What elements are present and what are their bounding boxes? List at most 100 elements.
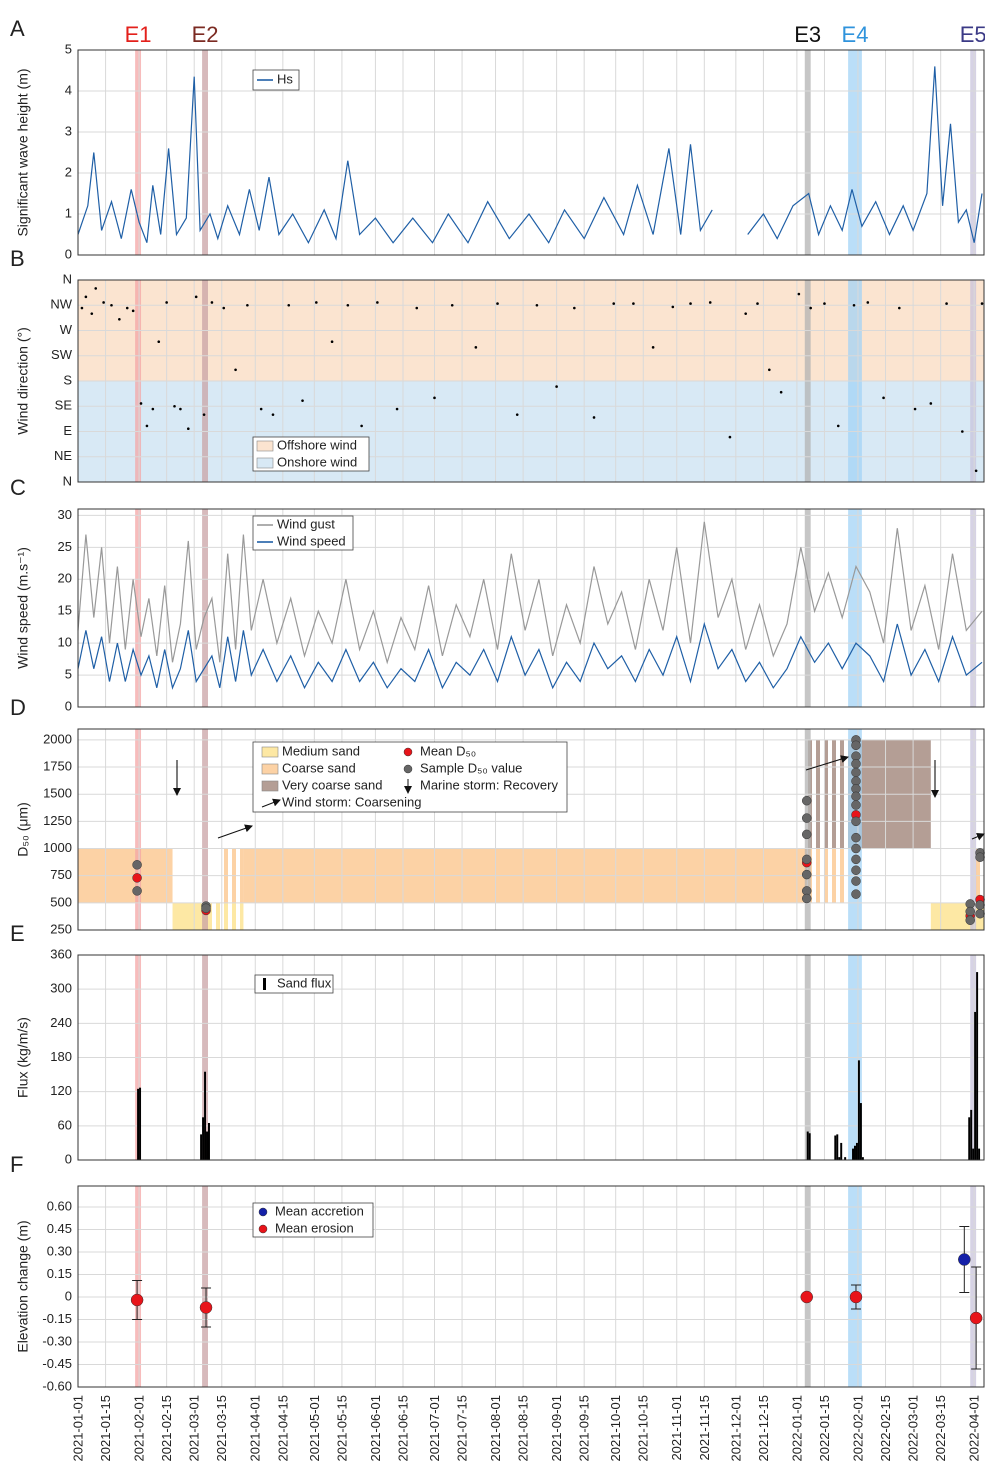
- wind-direction-point: [651, 346, 655, 349]
- flux-bar: [861, 1157, 864, 1160]
- event-band: [804, 509, 811, 707]
- y-tick-label: 1250: [43, 813, 72, 828]
- wind-direction-point: [852, 303, 856, 307]
- flux-bar: [200, 1134, 203, 1160]
- legend-label: Medium sand: [282, 743, 360, 758]
- data-point: [969, 1311, 983, 1325]
- wind-direction-point: [80, 306, 84, 310]
- event-band: [804, 50, 811, 255]
- panel-letter: B: [10, 246, 25, 271]
- x-tick-label: 2022-01-01: [789, 1395, 804, 1462]
- data-point: [851, 889, 861, 899]
- event-label: E2: [192, 22, 219, 47]
- wind-direction-point: [315, 301, 318, 304]
- y-tick-label: 0.30: [47, 1243, 72, 1258]
- wind-direction-point: [94, 287, 98, 290]
- y-tick-label: 1000: [43, 840, 72, 855]
- data-point: [851, 791, 861, 802]
- legend-swatch: [256, 457, 274, 469]
- flux-bar: [852, 1148, 855, 1160]
- x-tick-label: 2022-03-15: [933, 1395, 948, 1462]
- legend-label: Sample D₅₀ value: [420, 760, 522, 775]
- plot-frame: [77, 49, 985, 256]
- flux-bar: [976, 972, 979, 1160]
- data-point: [130, 1293, 144, 1307]
- wind-direction-point: [179, 407, 182, 411]
- data-point: [851, 816, 861, 827]
- wind-direction-point: [346, 303, 350, 307]
- flux-bar: [972, 1148, 975, 1160]
- event-band: [135, 50, 142, 255]
- legend-label: Offshore wind: [277, 437, 357, 452]
- legend-label: Marine storm: Recovery: [420, 777, 558, 792]
- x-tick-label: 2022-03-01: [906, 1395, 921, 1462]
- data-point: [132, 873, 142, 883]
- y-tick-label: 5: [65, 667, 72, 682]
- y-axis-label: Wind direction (°): [15, 327, 31, 435]
- x-tick-label: 2021-10-01: [608, 1395, 623, 1462]
- legend-label: Mean erosion: [275, 1220, 354, 1235]
- plot-background: [78, 50, 984, 255]
- wind-direction-point: [186, 427, 190, 430]
- data-point: [801, 893, 812, 904]
- series-line: [77, 521, 983, 665]
- data-point: [801, 813, 812, 823]
- y-tick-label: N: [63, 473, 72, 488]
- event-band: [970, 729, 977, 930]
- wind-direction-point: [823, 302, 826, 305]
- panel-letter: F: [10, 1152, 23, 1177]
- y-tick-label: SE: [55, 398, 73, 413]
- wind-direction-point: [271, 413, 275, 416]
- wind-direction-point: [612, 302, 616, 305]
- data-point: [132, 886, 142, 896]
- wind-direction-point: [110, 303, 113, 307]
- flux-bar: [838, 1157, 841, 1160]
- event-band: [202, 729, 208, 930]
- data-point: [132, 860, 142, 870]
- y-tick-label: -0.15: [42, 1311, 72, 1326]
- plot-frame: [77, 1185, 985, 1388]
- flux-bar: [204, 1071, 207, 1160]
- flux-bar: [857, 1060, 860, 1160]
- x-tick-label: 2021-04-01: [248, 1395, 263, 1462]
- wind-direction-point: [173, 404, 176, 408]
- wind-direction-point: [496, 302, 499, 305]
- x-tick-label: 2021-12-15: [756, 1395, 771, 1462]
- legend-label: Coarse sand: [282, 760, 356, 775]
- y-tick-label: 300: [50, 981, 72, 996]
- wind-direction-point: [234, 368, 237, 372]
- panel-letter: A: [10, 16, 25, 41]
- y-tick-label: S: [63, 372, 72, 387]
- legend-marker: [258, 1207, 268, 1217]
- flux-bar: [207, 1122, 210, 1160]
- wind-direction-point: [157, 340, 161, 344]
- wind-direction-point: [836, 424, 840, 428]
- wind-direction-point: [756, 302, 759, 305]
- plot-frame: [77, 508, 985, 708]
- y-tick-label: NW: [50, 297, 72, 312]
- flux-bar: [137, 1088, 140, 1160]
- wind-direction-point: [974, 469, 978, 473]
- x-tick-label: 2022-01-15: [817, 1395, 832, 1462]
- event-band: [848, 1186, 862, 1387]
- legend-box: [254, 974, 334, 994]
- x-tick-label: 2021-11-15: [697, 1395, 712, 1461]
- event-band: [135, 729, 142, 930]
- y-tick-label: E: [63, 423, 72, 438]
- wind-direction-point: [913, 407, 917, 411]
- wind-direction-point: [287, 303, 291, 307]
- wind-direction-point: [102, 301, 105, 304]
- x-tick-label: 2021-07-15: [455, 1395, 470, 1462]
- x-tick-label: 2021-03-01: [187, 1395, 202, 1462]
- y-tick-label: W: [60, 322, 73, 337]
- x-tick-label: 2021-06-01: [368, 1395, 383, 1462]
- data-point: [801, 795, 812, 806]
- data-point: [201, 903, 211, 914]
- y-tick-label: 0: [65, 1288, 72, 1303]
- x-tick-label: 2021-01-01: [70, 1395, 85, 1462]
- storm-arrow: [971, 833, 985, 841]
- flux-bar: [834, 1135, 837, 1160]
- flux-bar: [836, 1134, 839, 1160]
- flux-bar: [139, 1087, 142, 1160]
